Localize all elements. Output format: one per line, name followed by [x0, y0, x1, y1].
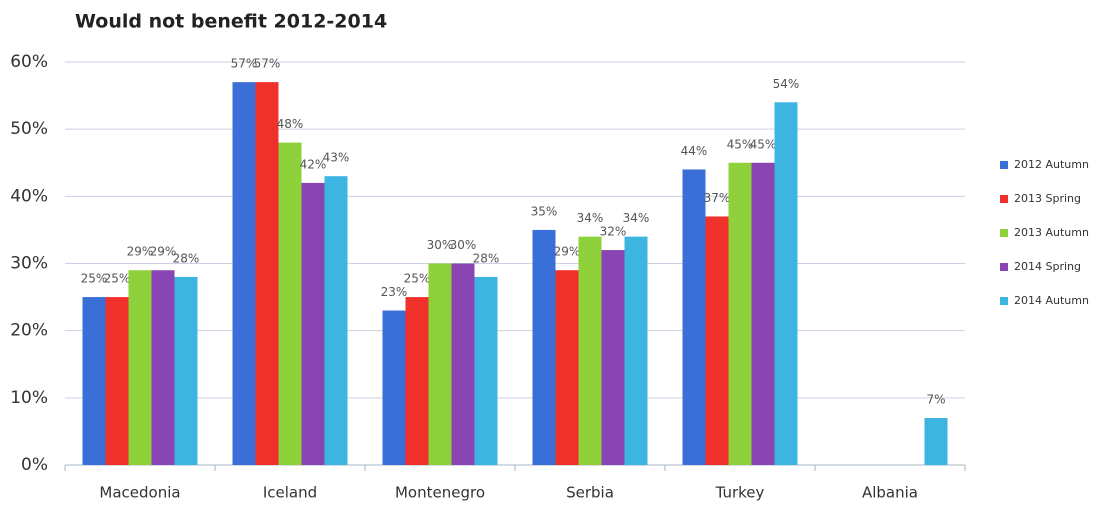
data-label: 30% [427, 238, 454, 252]
bar [301, 182, 325, 465]
bar [232, 82, 256, 466]
bar [451, 263, 475, 465]
legend-label: 2014 Spring [1014, 260, 1081, 273]
legend-label: 2014 Autumn [1014, 294, 1089, 307]
y-tick-label: 20% [10, 321, 48, 341]
x-tick-label: Serbia [566, 484, 614, 502]
legend-swatch [1000, 195, 1008, 203]
x-tick-label: Macedonia [99, 484, 180, 502]
bar [624, 236, 648, 465]
data-label: 42% [300, 157, 327, 171]
y-tick-label: 40% [10, 186, 48, 206]
bar [474, 276, 498, 465]
data-label: 25% [404, 272, 431, 286]
legend-label: 2012 Autumn [1014, 158, 1089, 171]
y-tick-label: 10% [10, 388, 48, 408]
bar [382, 310, 406, 465]
data-label: 32% [600, 225, 627, 239]
data-label: 57% [231, 57, 258, 71]
bar [751, 162, 775, 465]
y-tick-label: 0% [21, 455, 48, 475]
data-label: 25% [81, 272, 108, 286]
legend-swatch [1000, 229, 1008, 237]
y-tick-label: 60% [10, 52, 48, 72]
data-label: 57% [254, 57, 281, 71]
bar [428, 263, 452, 465]
bar [728, 162, 752, 465]
bar [578, 236, 602, 465]
data-label: 29% [150, 245, 177, 259]
data-label: 34% [577, 211, 604, 225]
bar [924, 417, 948, 465]
data-label: 45% [727, 137, 754, 151]
bar [682, 169, 706, 465]
bar [324, 176, 348, 465]
bar [774, 102, 798, 466]
bar [601, 250, 625, 465]
legend-swatch [1000, 297, 1008, 305]
legend-swatch [1000, 263, 1008, 271]
data-label: 25% [104, 272, 131, 286]
y-tick-label: 30% [10, 254, 48, 274]
data-label: 44% [681, 144, 708, 158]
data-label: 28% [173, 251, 200, 265]
chart-title: Would not benefit 2012-2014 [75, 11, 387, 33]
data-label: 37% [704, 191, 731, 205]
data-label: 35% [531, 204, 558, 218]
legend-label: 2013 Autumn [1014, 226, 1089, 239]
data-label: 7% [926, 392, 945, 406]
bar [174, 276, 198, 465]
data-label: 28% [473, 251, 500, 265]
bar [278, 142, 302, 465]
bar [405, 297, 429, 465]
data-label: 29% [554, 245, 581, 259]
legend-label: 2013 Spring [1014, 192, 1081, 205]
y-tick-label: 50% [10, 119, 48, 139]
x-tick-label: Montenegro [395, 484, 485, 502]
data-label: 43% [323, 151, 350, 165]
data-label: 30% [450, 238, 477, 252]
bar [105, 297, 129, 465]
data-label: 29% [127, 245, 154, 259]
data-label: 48% [277, 117, 304, 131]
data-label: 45% [750, 137, 777, 151]
data-label: 54% [773, 77, 800, 91]
x-tick-label: Albania [862, 484, 918, 502]
data-label: 34% [623, 211, 650, 225]
bar [128, 270, 152, 465]
bar [82, 297, 106, 465]
legend-swatch [1000, 161, 1008, 169]
data-label: 23% [381, 285, 408, 299]
bar [255, 82, 279, 466]
x-tick-label: Iceland [263, 484, 317, 502]
bar [705, 216, 729, 465]
bar [532, 229, 556, 465]
bar [151, 270, 175, 465]
bar [555, 270, 579, 465]
x-tick-label: Turkey [715, 484, 765, 502]
